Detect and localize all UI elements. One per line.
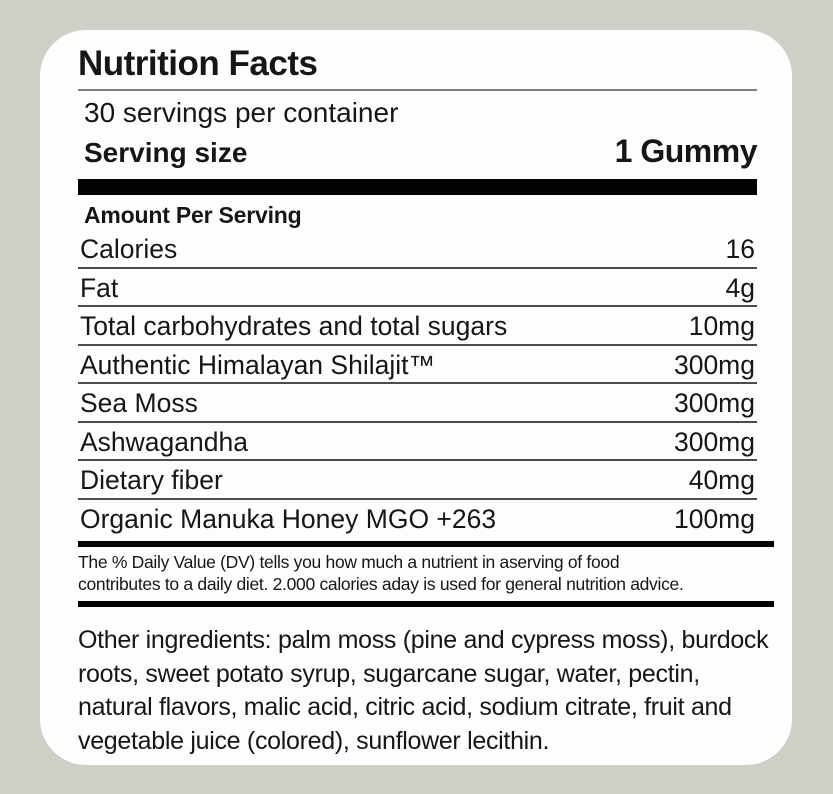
nutrient-name: Ashwagandha	[80, 426, 248, 457]
label-title: Nutrition Facts	[78, 44, 318, 83]
nutrient-row-carbohydrates: Total carbohydrates and total sugars 10m…	[78, 307, 757, 346]
nutrient-row-dietary-fiber: Dietary fiber 40mg	[78, 461, 757, 500]
footnote-top-bar	[78, 541, 774, 547]
nutrient-name: Dietary fiber	[80, 465, 223, 495]
nutrient-row-shilajit: Authentic Himalayan Shilajit™ 300mg	[78, 346, 757, 384]
servings-per-container: 30 servings per container	[84, 97, 399, 128]
serving-size-row: Serving size 1 Gummy	[78, 133, 758, 170]
title-divider	[78, 89, 757, 91]
nutrient-name: Total carbohydrates and total sugars	[80, 311, 508, 341]
nutrient-value: 100mg	[673, 503, 755, 534]
amount-per-serving-heading: Amount Per Serving	[84, 202, 302, 228]
nutrient-row-manuka-honey: Organic Manuka Honey MGO +263 100mg	[78, 500, 757, 539]
nutrient-value: 300mg	[673, 426, 755, 457]
nutrient-name: Sea Moss	[80, 388, 198, 418]
nutrient-row-calories: Calories 16	[78, 230, 757, 269]
header-section-bar	[78, 179, 757, 195]
nutrient-name: Authentic Himalayan Shilajit™	[80, 349, 435, 380]
nutrient-value: 10mg	[688, 311, 755, 341]
nutrient-name: Fat	[80, 272, 119, 303]
serving-size-label: Serving size	[84, 137, 248, 168]
nutrient-name: Organic Manuka Honey MGO +263	[80, 503, 497, 534]
nutrient-name: Calories	[80, 234, 178, 264]
nutrient-value: 300mg	[673, 388, 755, 418]
footnote-bottom-bar	[78, 601, 774, 607]
nutrient-row-ashwagandha: Ashwagandha 300mg	[78, 423, 757, 461]
nutrient-table: Calories 16 Fat 4g Total carbohydrates a…	[78, 230, 757, 538]
nutrient-value: 40mg	[688, 465, 755, 495]
footnote-line-1: The % Daily Value (DV) tells you how muc…	[78, 552, 620, 572]
other-ingredients-paragraph: Other ingredients: palm moss (pine and c…	[78, 626, 769, 755]
nutrient-row-sea-moss: Sea Moss 300mg	[78, 384, 757, 423]
nutrient-value: 16	[725, 234, 755, 264]
daily-value-footnote: The % Daily Value (DV) tells you how muc…	[78, 552, 774, 595]
nutrient-value: 4g	[725, 272, 755, 303]
nutrition-facts-label: Nutrition Facts 30 servings per containe…	[40, 30, 792, 765]
nutrient-value: 300mg	[673, 349, 755, 380]
serving-size-value: 1 Gummy	[614, 133, 758, 169]
nutrient-row-fat: Fat 4g	[78, 269, 757, 307]
footnote-line-2: contributes to a daily diet. 2.000 calor…	[78, 573, 684, 594]
